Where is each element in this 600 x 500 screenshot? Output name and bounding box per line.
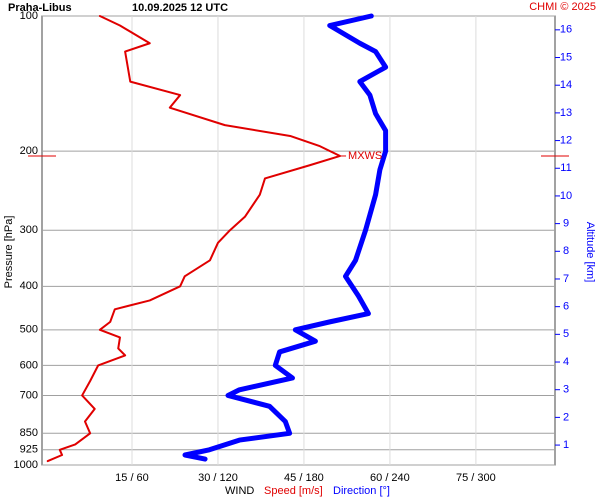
- wind-profile: [46, 15, 342, 463]
- y-axis-label: Pressure [hPa]: [3, 216, 15, 289]
- station: Praha-Libus: [8, 2, 72, 14]
- time: 10.09.2025 12 UTC: [132, 2, 228, 14]
- y-tick-label: 700: [20, 389, 38, 401]
- y-tick-label: 1000: [14, 459, 38, 471]
- y2-tick-label: 11: [560, 162, 571, 174]
- y2-tick-label: 7: [563, 273, 569, 285]
- plot-frame: [41, 15, 556, 466]
- y2-axis-label: Altitude [km]: [584, 222, 596, 283]
- x-tick-label: 60 / 240: [370, 472, 410, 484]
- x-axis-label: WIND: [225, 485, 254, 497]
- x-tick-label: 75 / 300: [456, 472, 496, 484]
- legend-direction: Direction [°]: [333, 485, 390, 497]
- y2-tick-label: 2: [563, 411, 569, 423]
- y2-tick-label: 13: [560, 107, 572, 119]
- x-tick-label: 15 / 60: [115, 472, 149, 484]
- y-tick-label: 100: [20, 10, 38, 22]
- y2-tick-label: 10: [560, 190, 572, 202]
- x-tick-label: 45 / 180: [284, 472, 324, 484]
- y2-tick-label: 1: [563, 439, 569, 451]
- y-tick-label: 850: [20, 427, 38, 439]
- y2-tick-label: 14: [560, 79, 572, 91]
- y2-tick-label: 5: [563, 328, 569, 340]
- y2-tick-label: 6: [563, 301, 569, 313]
- annotation: MXWS: [348, 150, 382, 162]
- y2-tick-label: 8: [563, 245, 569, 257]
- y2-tick-label: 9: [563, 218, 569, 230]
- legend-speed: Speed [m/s]: [264, 485, 323, 497]
- y-tick-label: 925: [20, 444, 38, 456]
- y2-tick-label: 16: [560, 24, 572, 36]
- credit: CHMI © 2025: [529, 1, 596, 13]
- y2-tick-label: 12: [560, 134, 572, 146]
- y-tick-label: 200: [20, 145, 38, 157]
- wind-profile: [182, 13, 389, 462]
- y-tick-label: 500: [20, 324, 38, 336]
- y2-tick-label: 3: [563, 384, 569, 396]
- y2-tick-label: 15: [560, 51, 572, 63]
- y-tick-label: 300: [20, 224, 38, 236]
- y-tick-label: 400: [20, 280, 38, 292]
- x-tick-label: 30 / 120: [198, 472, 238, 484]
- y2-tick-label: 4: [563, 356, 569, 368]
- y-tick-label: 600: [20, 359, 38, 371]
